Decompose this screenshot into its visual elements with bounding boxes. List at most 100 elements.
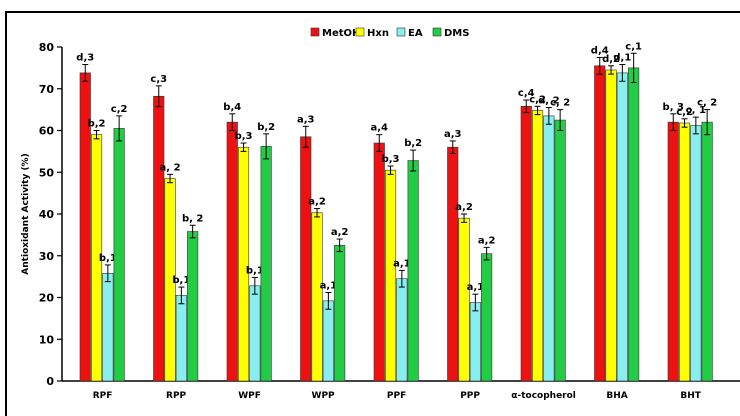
bar [187,231,199,382]
data-label: c,2 [529,94,546,105]
x-tick-label: RPF [93,391,113,401]
data-label: d, 2 [538,96,559,107]
data-label: b,1 [99,253,117,264]
bar [249,285,261,382]
data-label: b,2 [404,138,422,149]
legend-label: MetOH [322,28,360,39]
data-label: a,3 [444,129,462,140]
legend-label: EA [408,28,423,39]
x-tick-label: WPF [238,391,261,401]
bar [628,67,640,382]
bar [260,146,272,382]
bar [481,253,493,382]
bar [102,272,114,382]
x-tick-label: PPF [387,391,406,401]
bar [678,122,691,382]
data-label: c,4 [518,88,535,99]
data-label: b, 3 [663,102,684,113]
bar [322,300,334,382]
bar [113,128,125,382]
bar [396,278,408,382]
chart-border [5,11,740,416]
bar [667,121,679,382]
bar [690,125,702,382]
bar [300,136,312,382]
data-label: b,1 [172,275,190,286]
x-tick-label: BHA [606,391,627,401]
bar [447,146,459,382]
y-tick-label: 0 [46,375,54,388]
y-tick-label: 40 [39,208,55,221]
data-label: c, 2 [550,98,570,109]
bar [554,119,566,382]
data-label: b,2 [257,122,275,133]
y-tick-label: 80 [39,41,55,54]
x-tick-label: RPP [166,391,187,401]
legend-swatch [310,27,320,37]
bar [543,115,555,382]
data-label: a, 2 [160,162,181,173]
data-label: a,2 [455,202,473,213]
y-tick-label: 70 [39,83,55,96]
bar [701,121,713,382]
data-label: a,1 [393,258,411,269]
legend: MetOH Hxn EA DMS [310,27,469,39]
y-axis-label: Antioxidant Activity (%) [21,153,31,274]
legend-label: Hxn [367,28,389,39]
data-label: b,4 [223,102,241,113]
data-label: c,2 [111,104,128,115]
x-tick-label: α-tocopherol [511,391,576,401]
bar-series-group: d,3 b,2 b,1 c,2 c,3 a, 2 b,1 b, 2 b,4 b,3 b,1 b,2 a,… [76,41,717,382]
data-label: a,4 [370,123,388,134]
y-tick-label: 10 [39,333,55,346]
data-label: c,3 [150,74,167,85]
bar [458,217,470,382]
bar [594,65,606,382]
data-label: d,3 [76,53,94,64]
data-label: b,3 [382,154,400,165]
data-label: a,1 [320,280,338,291]
y-tick-label: 30 [39,250,55,263]
legend-label: DMS [444,28,469,39]
legend-swatch [355,27,365,37]
data-label: a,3 [297,114,315,125]
data-label: a,1 [467,282,485,293]
data-label: b,1 [246,265,264,276]
data-label: b,3 [235,131,253,142]
bar [311,212,323,382]
bar [469,302,481,382]
y-tick-label: 20 [39,292,55,305]
data-label: a,2 [308,197,326,208]
bar [531,110,544,382]
x-tick-label: PPP [460,391,480,401]
bar [238,146,250,382]
data-label: c,1 [625,41,642,52]
legend-swatch [396,27,406,37]
data-label: b,2 [88,119,106,130]
bar [616,72,628,382]
x-axis-ticks: RPF RPP WPF WPP PPF PPP α-tocopherol BHA BHT [93,391,702,401]
x-tick-label: WPP [312,391,336,401]
bar [373,142,385,382]
bar [605,69,617,382]
bar [520,105,532,382]
data-label: c,2 [676,107,693,118]
data-label: d,2 [602,54,620,65]
x-tick-label: BHT [680,391,701,401]
data-label: c, 1 [686,105,706,116]
data-label: d,4 [591,45,609,56]
legend-swatch [432,27,442,37]
bar [384,169,397,382]
y-tick-label: 60 [39,125,55,138]
bar [153,95,165,382]
bar [334,245,346,382]
bar [226,121,238,382]
bar [175,295,187,382]
data-label: a,2 [331,227,349,238]
data-label: d,1 [613,53,631,64]
y-axis-ticks: 0 10 20 30 40 50 60 70 80 [39,41,62,388]
data-label: c, 2 [697,98,717,109]
data-label: a,2 [478,235,496,246]
